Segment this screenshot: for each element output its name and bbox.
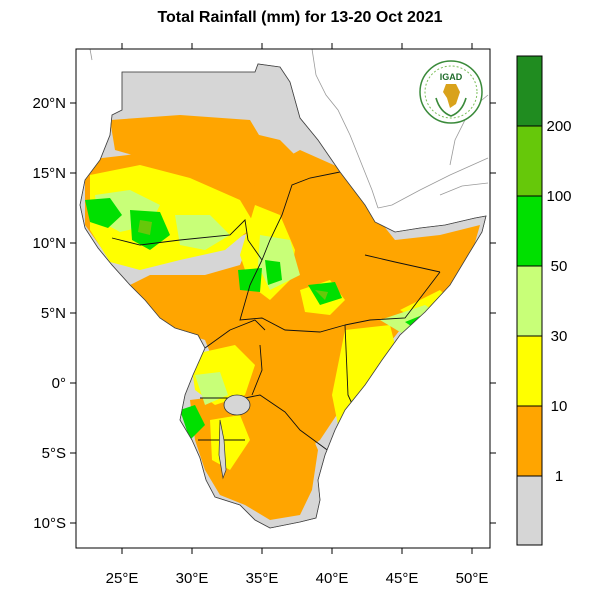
longitude-labels: 25°E 30°E 35°E 40°E 45°E 50°E bbox=[106, 570, 489, 587]
lakes bbox=[218, 394, 251, 480]
igad-logo: IGAD bbox=[419, 60, 483, 124]
land-outline bbox=[79, 63, 487, 529]
legend-swatch bbox=[517, 406, 542, 476]
lat-label: 10°N bbox=[32, 235, 66, 252]
africa-icon bbox=[443, 84, 460, 108]
rain-class-100-200 bbox=[138, 220, 328, 300]
latitude-labels: 20°N 15°N 10°N 5°N 0° 5°S 10°S bbox=[32, 95, 66, 532]
logo-inner-ring bbox=[424, 65, 478, 119]
rainfall-field bbox=[85, 115, 480, 520]
lon-label: 40°E bbox=[316, 570, 349, 587]
lake-tanganyika bbox=[218, 419, 227, 480]
legend-swatch bbox=[517, 476, 542, 545]
logo-text: IGAD bbox=[440, 72, 463, 82]
lat-label: 10°S bbox=[33, 515, 66, 532]
lat-label: 0° bbox=[52, 375, 66, 392]
lat-label: 5°N bbox=[41, 305, 66, 322]
legend-tick-label: 1 bbox=[555, 468, 563, 485]
lat-label: 5°S bbox=[42, 445, 66, 462]
lon-label: 50°E bbox=[456, 570, 489, 587]
legend-colorbar: 1 10 30 50 100 200 bbox=[516, 55, 572, 546]
lake-victoria bbox=[223, 394, 251, 416]
legend-swatch bbox=[517, 126, 542, 196]
lat-label: 15°N bbox=[32, 165, 66, 182]
legend-tick-label: 200 bbox=[546, 118, 571, 135]
legend-swatch bbox=[517, 266, 542, 336]
legend-frame bbox=[516, 55, 543, 546]
map-title: Total Rainfall (mm) for 13-20 Oct 2021 bbox=[157, 9, 443, 26]
laurel-icon bbox=[435, 97, 467, 117]
lon-label: 35°E bbox=[246, 570, 279, 587]
legend-swatch bbox=[517, 56, 542, 126]
axis-ticks bbox=[70, 43, 496, 554]
lat-label: 20°N bbox=[32, 95, 66, 112]
legend-tick-label: 100 bbox=[546, 188, 571, 205]
lon-label: 25°E bbox=[106, 570, 139, 587]
legend-tick-label: 50 bbox=[551, 258, 568, 275]
legend-swatch bbox=[517, 196, 542, 266]
legend-swatch bbox=[517, 336, 542, 406]
lon-label: 45°E bbox=[386, 570, 419, 587]
lon-label: 30°E bbox=[176, 570, 209, 587]
legend-tick-label: 10 bbox=[551, 398, 568, 415]
legend-tick-label: 30 bbox=[551, 328, 568, 345]
map-frame bbox=[75, 48, 491, 549]
